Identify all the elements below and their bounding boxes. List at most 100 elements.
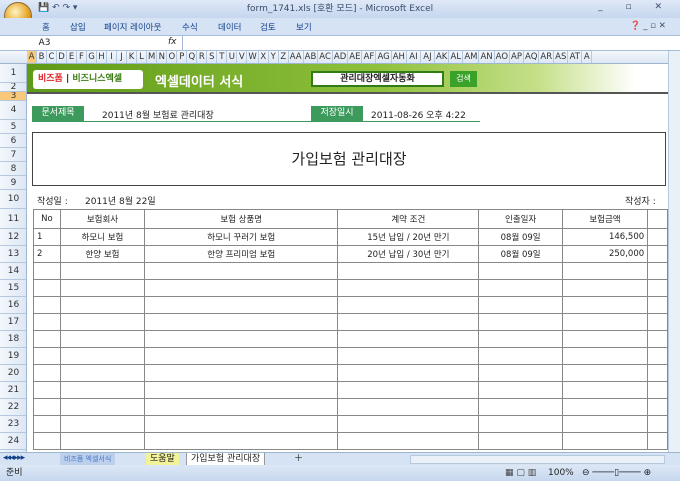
table-cell[interactable]	[478, 347, 563, 365]
column-header[interactable]: AR	[540, 51, 555, 63]
column-header[interactable]: AI	[407, 51, 421, 63]
table-cell[interactable]	[647, 381, 668, 399]
table-cell[interactable]: 08월 09일	[478, 245, 563, 263]
column-header[interactable]: O	[167, 51, 178, 63]
window-controls[interactable]: _ ▫ ✕	[598, 2, 672, 12]
column-header[interactable]: AL	[449, 51, 464, 63]
column-header[interactable]: F	[77, 51, 87, 63]
table-cell[interactable]	[59, 432, 146, 450]
table-cell[interactable]	[647, 313, 668, 331]
search-input[interactable]: 관리대장엑셀자동화	[311, 71, 444, 87]
table-cell[interactable]	[59, 296, 146, 314]
table-cell[interactable]	[337, 398, 480, 416]
column-header[interactable]: AP	[510, 51, 525, 63]
table-cell[interactable]	[33, 279, 61, 297]
table-cell[interactable]	[647, 296, 668, 314]
table-cell[interactable]: 250,000	[561, 245, 649, 263]
table-cell[interactable]	[144, 296, 339, 314]
table-cell[interactable]	[561, 262, 649, 280]
column-header[interactable]: X	[259, 51, 269, 63]
table-cell[interactable]	[647, 279, 668, 297]
row-header[interactable]: 4	[0, 101, 26, 120]
table-cell[interactable]	[33, 381, 61, 399]
row-header[interactable]: 1	[0, 64, 26, 83]
table-cell[interactable]: 20년 납입 / 30년 만기	[337, 245, 480, 263]
table-cell[interactable]	[337, 279, 480, 297]
table-cell[interactable]	[59, 313, 146, 331]
table-cell[interactable]	[337, 330, 480, 348]
help-icon[interactable]: ❓ _ ▫ ✕	[630, 21, 666, 31]
tab-page-layout[interactable]: 페이지 레이아웃	[104, 23, 162, 33]
table-cell[interactable]: 08월 09일	[478, 228, 563, 246]
table-cell[interactable]	[478, 432, 563, 450]
table-cell[interactable]: 한양 프리미엄 보험	[144, 245, 339, 263]
table-cell[interactable]	[33, 313, 61, 331]
column-header[interactable]: R	[197, 51, 208, 63]
row-header[interactable]: 24	[0, 433, 26, 450]
column-header[interactable]: K	[127, 51, 137, 63]
table-cell[interactable]	[561, 279, 649, 297]
table-cell[interactable]	[478, 262, 563, 280]
row-header[interactable]: 17	[0, 314, 26, 331]
name-box[interactable]: A3	[38, 38, 51, 48]
column-header[interactable]: AH	[392, 51, 407, 63]
row-header[interactable]: 18	[0, 331, 26, 348]
table-cell[interactable]	[337, 296, 480, 314]
table-cell[interactable]	[647, 432, 668, 450]
tab-view[interactable]: 보기	[296, 23, 312, 33]
column-header[interactable]: L	[137, 51, 147, 63]
table-cell[interactable]	[33, 262, 61, 280]
table-cell[interactable]: 한양 보험	[59, 245, 146, 263]
table-cell[interactable]	[59, 398, 146, 416]
column-header[interactable]: AK	[435, 51, 450, 63]
table-cell[interactable]	[144, 347, 339, 365]
column-header[interactable]: Y	[269, 51, 279, 63]
table-cell[interactable]	[33, 432, 61, 450]
table-cell[interactable]	[478, 398, 563, 416]
row-header[interactable]: 22	[0, 399, 26, 416]
sheet-nav-buttons[interactable]: ◂◂◂▸▸▸	[3, 453, 25, 463]
fx-icon[interactable]: fx	[168, 37, 177, 47]
vertical-scrollbar[interactable]	[668, 51, 680, 452]
table-cell[interactable]: 146,500	[561, 228, 649, 246]
column-header[interactable]: AT	[568, 51, 583, 63]
column-header[interactable]: AJ	[421, 51, 435, 63]
table-cell[interactable]	[561, 313, 649, 331]
table-cell[interactable]	[478, 364, 563, 382]
row-header[interactable]: 7	[0, 148, 26, 162]
row-header[interactable]: 15	[0, 280, 26, 297]
table-cell[interactable]	[33, 347, 61, 365]
column-header[interactable]: E	[67, 51, 77, 63]
row-header[interactable]: 19	[0, 348, 26, 365]
table-cell[interactable]	[561, 364, 649, 382]
tab-insert[interactable]: 삽입	[70, 23, 86, 33]
save-icon[interactable]: 💾	[38, 3, 50, 13]
column-header[interactable]: A	[582, 51, 593, 63]
table-cell[interactable]	[478, 313, 563, 331]
formula-input[interactable]	[182, 36, 666, 50]
table-cell[interactable]	[561, 381, 649, 399]
table-cell[interactable]	[647, 398, 668, 416]
table-cell[interactable]	[647, 330, 668, 348]
column-header[interactable]: Z	[279, 51, 289, 63]
quick-access-toolbar[interactable]: 💾 ↶ ↷ ▾	[38, 3, 78, 13]
row-header[interactable]: 6	[0, 134, 26, 148]
column-header[interactable]: A	[27, 51, 37, 63]
row-header[interactable]: 8	[0, 162, 26, 176]
column-header[interactable]: AN	[480, 51, 495, 63]
row-header[interactable]: 2	[0, 83, 26, 92]
tab-formulas[interactable]: 수식	[182, 23, 198, 33]
table-cell[interactable]	[59, 262, 146, 280]
column-header[interactable]: P	[177, 51, 188, 63]
table-cell[interactable]	[59, 347, 146, 365]
table-cell[interactable]	[144, 313, 339, 331]
row-header[interactable]: 14	[0, 263, 26, 280]
column-header[interactable]: J	[117, 51, 127, 63]
table-cell[interactable]	[337, 381, 480, 399]
column-header[interactable]: U	[227, 51, 238, 63]
table-cell[interactable]	[561, 398, 649, 416]
tab-home[interactable]: 홈	[42, 23, 50, 33]
table-cell[interactable]	[337, 432, 480, 450]
table-cell[interactable]	[561, 330, 649, 348]
table-cell[interactable]	[647, 347, 668, 365]
